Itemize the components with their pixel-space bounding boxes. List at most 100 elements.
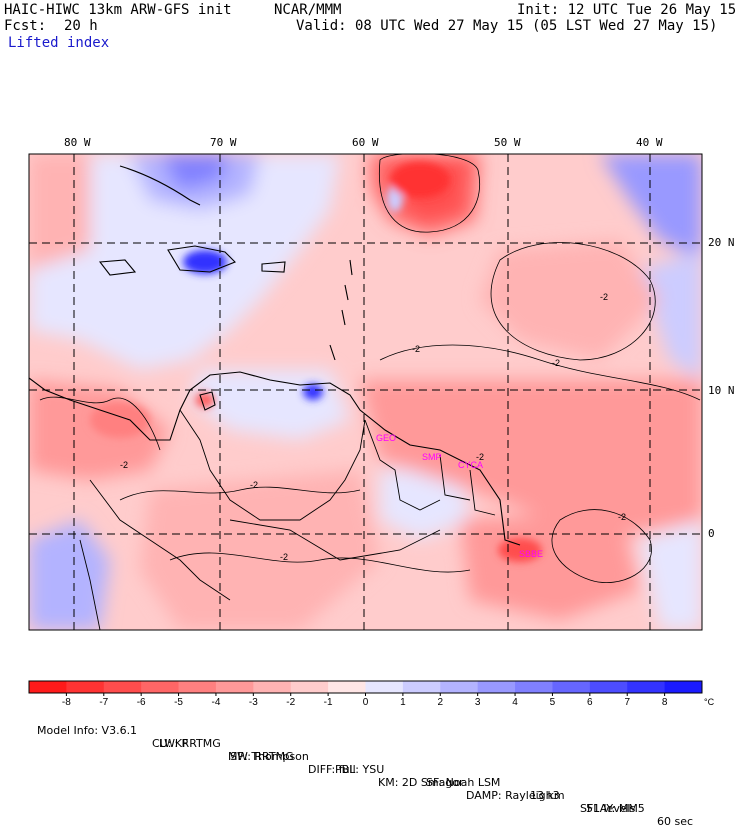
- footer-timestep: 60 sec: [657, 815, 694, 828]
- contour-label: -2: [476, 452, 484, 462]
- stable-core-venezuela: [303, 384, 323, 400]
- contour-line-amazon: [119, 486, 361, 501]
- fcst-label: Fcst:: [4, 18, 47, 34]
- stable-region-pacific: [29, 520, 110, 630]
- colorbar-tick-label: -5: [174, 697, 183, 708]
- contour-label: -2: [280, 552, 288, 562]
- contour-label: -2: [552, 358, 560, 368]
- colorbar-tick-label: 7: [624, 697, 630, 708]
- lon-label-70w: 70 W: [210, 136, 237, 149]
- org-label: NCAR/MMM: [274, 2, 342, 18]
- colorbar-swatch: [328, 681, 366, 693]
- border-guyana: [364, 419, 441, 511]
- contour-line-central-america: [39, 396, 161, 451]
- colorbar-tick-label: 3: [475, 697, 481, 708]
- footer-diff: DIFF: full: [308, 763, 356, 776]
- colorbar-tick-label: 8: [662, 697, 668, 708]
- footer-physics: LW: RRTMG SW: RRTMG DIFF: full KM: 2D Sm…: [152, 724, 645, 815]
- station-label-geo: GEO: [376, 433, 396, 443]
- station-label-cyca: CYCA: [458, 460, 483, 470]
- colorbar-swatch: [627, 681, 666, 693]
- forecast-map: -2 -2 -2 -2 -2 -2 -2 -2 GEO SMP CYCA SBB…: [28, 153, 715, 708]
- stable-core-hispaniola: [183, 250, 227, 274]
- init-time: Init: 12 UTC Tue 26 May 15: [517, 2, 737, 18]
- colorbar-tick-label: -7: [99, 697, 108, 708]
- lon-label-80w: 80 W: [64, 136, 91, 149]
- coastline-lake-maracaibo: [199, 391, 216, 411]
- coastline-jamaica: [98, 259, 137, 276]
- border-brazil: [229, 519, 441, 561]
- colorbar-swatch: [515, 681, 553, 693]
- footer-sw: SW: RRTMG: [230, 750, 294, 763]
- contour-label: -2: [412, 344, 420, 354]
- contour-label: -2: [120, 460, 128, 470]
- station-labels: GEO SMP CYCA SBBE: [376, 433, 543, 559]
- contour-loop-atlantic: [378, 154, 481, 233]
- colorbar-tick-label: -6: [137, 697, 146, 708]
- lon-label-60w: 60 W: [352, 136, 379, 149]
- colorbar-tick-label: -3: [249, 697, 258, 708]
- unstable-core-deep: [390, 162, 450, 198]
- footer-sflay: SFLAY: MM5: [580, 802, 645, 815]
- latlon-grid: [29, 154, 702, 630]
- colorbar-swatch: [552, 681, 591, 693]
- lon-label-50w: 50 W: [494, 136, 521, 149]
- border-french-guiana: [469, 469, 496, 516]
- unstable-region-gulf: [29, 154, 90, 270]
- lat-label-20n: 20 N: [708, 236, 735, 249]
- stable-core-north: [160, 154, 230, 190]
- colorbar-swatch: [477, 681, 516, 693]
- colorbar-tick-label: 5: [550, 697, 556, 708]
- colorbar-swatch: [440, 681, 479, 693]
- field-name: Lifted index: [8, 35, 110, 51]
- contour-loop-southeast: [551, 509, 652, 583]
- stable-region-east: [640, 250, 702, 380]
- unstable-spot-belem: [498, 538, 542, 562]
- country-borders: [79, 409, 496, 630]
- coastlines: [29, 165, 521, 546]
- colorbar-swatch: [103, 681, 142, 693]
- colorbar-swatch: [290, 681, 329, 693]
- coastline-lesser-antilles: [329, 259, 353, 361]
- coastline-south-america-north: [29, 371, 521, 546]
- colorbar-swatch: [589, 681, 628, 693]
- map-frame: [28, 153, 703, 631]
- footer-damp: DAMP: Rayleigh3: [466, 789, 560, 802]
- unstable-region-equatorial: [360, 380, 702, 540]
- colorbar-tick-label: -4: [211, 697, 220, 708]
- stable-region-southeast: [640, 520, 702, 630]
- coastline-pacific: [79, 539, 101, 630]
- valid-time: Valid: 08 UTC Wed 27 May 15 (05 LST Wed …: [296, 18, 718, 34]
- colorbar: -8 -7 -6 -5 -4 -3 -2 -1 0 1 2 3 4 5 6 7 8 °C: [28, 680, 715, 708]
- colorbar-swatch: [402, 681, 441, 693]
- stable-region-northeast: [600, 154, 702, 260]
- border-colombia-venezuela: [179, 409, 366, 521]
- colorbar-tick-label: 0: [363, 697, 369, 708]
- contour-label: -2: [618, 512, 626, 522]
- contour-loop-mid-atlantic: [490, 242, 656, 361]
- colorbar-tick-label: 4: [512, 697, 518, 708]
- coastline-cuba: [119, 165, 201, 206]
- lon-label-40w: 40 W: [636, 136, 663, 149]
- footer-model-info: Model Info: V3.6.1 CU: KF MP: Thompson P…: [30, 711, 693, 828]
- footer-model-version: Model Info: V3.6.1: [37, 724, 138, 737]
- colorbar-tick-label: -8: [62, 697, 71, 708]
- coastline-puerto-rico: [261, 261, 286, 273]
- colorbar-tick-label: 1: [400, 697, 406, 708]
- fcst-value: 20 h: [64, 18, 98, 34]
- contour-line-tropical: [379, 344, 701, 401]
- colorbar-swatch: [215, 681, 254, 693]
- colorbar-tick-label: 2: [437, 697, 443, 708]
- colorbar-tick-label: -1: [324, 697, 333, 708]
- colorbar-swatch: [365, 681, 404, 693]
- border-ecuador-peru: [89, 479, 231, 601]
- colorbar-tick-label: -2: [286, 697, 295, 708]
- contour-label: -2: [600, 292, 608, 302]
- lifted-index-field: [29, 154, 702, 630]
- coastline-hispaniola: [167, 245, 236, 273]
- colorbar-unit: °C: [704, 697, 715, 707]
- station-label-smp: SMP: [422, 452, 442, 462]
- colorbar-swatch: [253, 681, 292, 693]
- colorbar-tick-label: 6: [587, 697, 593, 708]
- stable-region-guiana: [380, 470, 470, 540]
